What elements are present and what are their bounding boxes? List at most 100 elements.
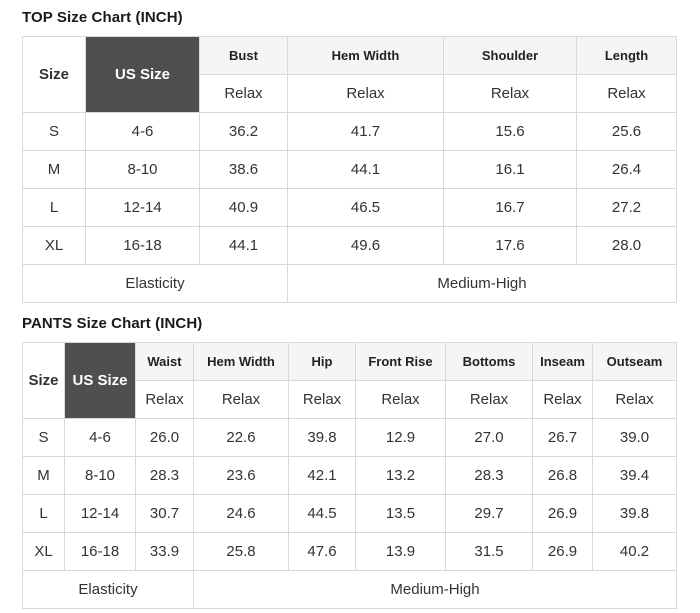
measurement-cell: 12.9 bbox=[355, 418, 446, 457]
table-row: XL 16-18 44.1 49.6 17.6 28.0 bbox=[22, 226, 677, 265]
size-cell: S bbox=[22, 112, 86, 151]
measurement-cell: 23.6 bbox=[193, 456, 289, 495]
measurement-cell: 39.8 bbox=[288, 418, 356, 457]
pants-chart-title: PANTS Size Chart (INCH) bbox=[22, 315, 203, 332]
measurement-cell: 46.5 bbox=[287, 188, 444, 227]
relax-cell: Relax bbox=[193, 380, 289, 419]
column-header-bottoms: Bottoms bbox=[445, 342, 533, 381]
measurement-cell: 27.0 bbox=[445, 418, 533, 457]
measurement-cell: 16.1 bbox=[443, 150, 577, 189]
table-row: L 12-14 40.9 46.5 16.7 27.2 bbox=[22, 188, 677, 227]
measurement-cell: 42.1 bbox=[288, 456, 356, 495]
table-row: M 8-10 38.6 44.1 16.1 26.4 bbox=[22, 150, 677, 189]
measurement-cell: 22.6 bbox=[193, 418, 289, 457]
us-size-cell: 4-6 bbox=[64, 418, 136, 457]
size-cell: S bbox=[22, 418, 65, 457]
size-cell: L bbox=[22, 494, 65, 533]
us-size-cell: 12-14 bbox=[85, 188, 200, 227]
us-size-cell: 8-10 bbox=[85, 150, 200, 189]
measurement-cell: 44.5 bbox=[288, 494, 356, 533]
table-row: XL 16-18 33.9 25.8 47.6 13.9 31.5 26.9 4… bbox=[22, 532, 677, 571]
top-size-table: Size US Size Bust Hem Width Shoulder Len… bbox=[22, 36, 677, 303]
measurement-cell: 28.3 bbox=[445, 456, 533, 495]
measurement-cell: 13.9 bbox=[355, 532, 446, 571]
measurement-cell: 16.7 bbox=[443, 188, 577, 227]
measurement-cell: 38.6 bbox=[199, 150, 288, 189]
top-chart-title: TOP Size Chart (INCH) bbox=[22, 9, 183, 26]
measurement-cell: 26.7 bbox=[532, 418, 593, 457]
size-cell: M bbox=[22, 150, 86, 189]
column-header-outseam: Outseam bbox=[592, 342, 677, 381]
measurement-cell: 31.5 bbox=[445, 532, 533, 571]
relax-cell: Relax bbox=[355, 380, 446, 419]
table-row: Size US Size Waist Hem Width Hip Front R… bbox=[22, 342, 677, 419]
elasticity-label: Elasticity bbox=[22, 264, 288, 303]
measurement-cell: 39.8 bbox=[592, 494, 677, 533]
measurement-cell: 13.2 bbox=[355, 456, 446, 495]
us-size-cell: 12-14 bbox=[64, 494, 136, 533]
measurement-cell: 41.7 bbox=[287, 112, 444, 151]
relax-cell: Relax bbox=[287, 74, 444, 113]
elasticity-value: Medium-High bbox=[193, 570, 677, 609]
table-row: Size US Size Bust Hem Width Shoulder Len… bbox=[22, 36, 677, 113]
us-size-column-header: US Size bbox=[85, 36, 200, 113]
table-row: L 12-14 30.7 24.6 44.5 13.5 29.7 26.9 39… bbox=[22, 494, 677, 533]
relax-cell: Relax bbox=[576, 74, 677, 113]
measurement-cell: 44.1 bbox=[199, 226, 288, 265]
table-row: Relax Relax Relax Relax bbox=[23, 74, 677, 113]
measurement-cell: 49.6 bbox=[287, 226, 444, 265]
relax-cell: Relax bbox=[532, 380, 593, 419]
measurement-cell: 36.2 bbox=[199, 112, 288, 151]
us-size-cell: 8-10 bbox=[64, 456, 136, 495]
measurement-cell: 30.7 bbox=[135, 494, 194, 533]
column-header-waist: Waist bbox=[135, 342, 194, 381]
relax-cell: Relax bbox=[592, 380, 677, 419]
measurement-cell: 26.9 bbox=[532, 494, 593, 533]
relax-cell: Relax bbox=[288, 380, 356, 419]
measurement-cell: 26.4 bbox=[576, 150, 677, 189]
measurement-cell: 25.8 bbox=[193, 532, 289, 571]
table-row: Relax Relax Relax Relax Relax Relax Rela… bbox=[23, 380, 677, 419]
column-header-bust: Bust bbox=[199, 36, 288, 75]
measurement-cell: 25.6 bbox=[576, 112, 677, 151]
measurement-cell: 44.1 bbox=[287, 150, 444, 189]
measurement-cell: 39.0 bbox=[592, 418, 677, 457]
elasticity-value: Medium-High bbox=[287, 264, 677, 303]
size-cell: M bbox=[22, 456, 65, 495]
measurement-cell: 47.6 bbox=[288, 532, 356, 571]
size-cell: XL bbox=[22, 226, 86, 265]
measurement-cell: 29.7 bbox=[445, 494, 533, 533]
table-row: M 8-10 28.3 23.6 42.1 13.2 28.3 26.8 39.… bbox=[22, 456, 677, 495]
measurement-cell: 26.0 bbox=[135, 418, 194, 457]
relax-cell: Relax bbox=[445, 380, 533, 419]
measurement-cell: 27.2 bbox=[576, 188, 677, 227]
elasticity-label: Elasticity bbox=[22, 570, 194, 609]
measurement-cell: 28.3 bbox=[135, 456, 194, 495]
column-header-shoulder: Shoulder bbox=[443, 36, 577, 75]
measurement-cell: 33.9 bbox=[135, 532, 194, 571]
column-header-front-rise: Front Rise bbox=[355, 342, 446, 381]
table-row: Elasticity Medium-High bbox=[22, 570, 677, 609]
size-cell: L bbox=[22, 188, 86, 227]
us-size-cell: 4-6 bbox=[85, 112, 200, 151]
measurement-cell: 13.5 bbox=[355, 494, 446, 533]
pants-size-table: Size US Size Waist Hem Width Hip Front R… bbox=[22, 342, 677, 609]
measurement-cell: 26.8 bbox=[532, 456, 593, 495]
us-size-column-header: US Size bbox=[64, 342, 136, 419]
measurement-cell: 40.2 bbox=[592, 532, 677, 571]
measurement-cell: 15.6 bbox=[443, 112, 577, 151]
column-header-inseam: Inseam bbox=[532, 342, 593, 381]
size-column-header: Size bbox=[22, 342, 65, 419]
relax-cell: Relax bbox=[135, 380, 194, 419]
size-cell: XL bbox=[22, 532, 65, 571]
column-header-hem-width: Hem Width bbox=[287, 36, 444, 75]
relax-cell: Relax bbox=[199, 74, 288, 113]
size-column-header: Size bbox=[22, 36, 86, 113]
measurement-cell: 26.9 bbox=[532, 532, 593, 571]
us-size-cell: 16-18 bbox=[85, 226, 200, 265]
measurement-cell: 24.6 bbox=[193, 494, 289, 533]
table-row: S 4-6 36.2 41.7 15.6 25.6 bbox=[22, 112, 677, 151]
table-row: S 4-6 26.0 22.6 39.8 12.9 27.0 26.7 39.0 bbox=[22, 418, 677, 457]
measurement-cell: 17.6 bbox=[443, 226, 577, 265]
